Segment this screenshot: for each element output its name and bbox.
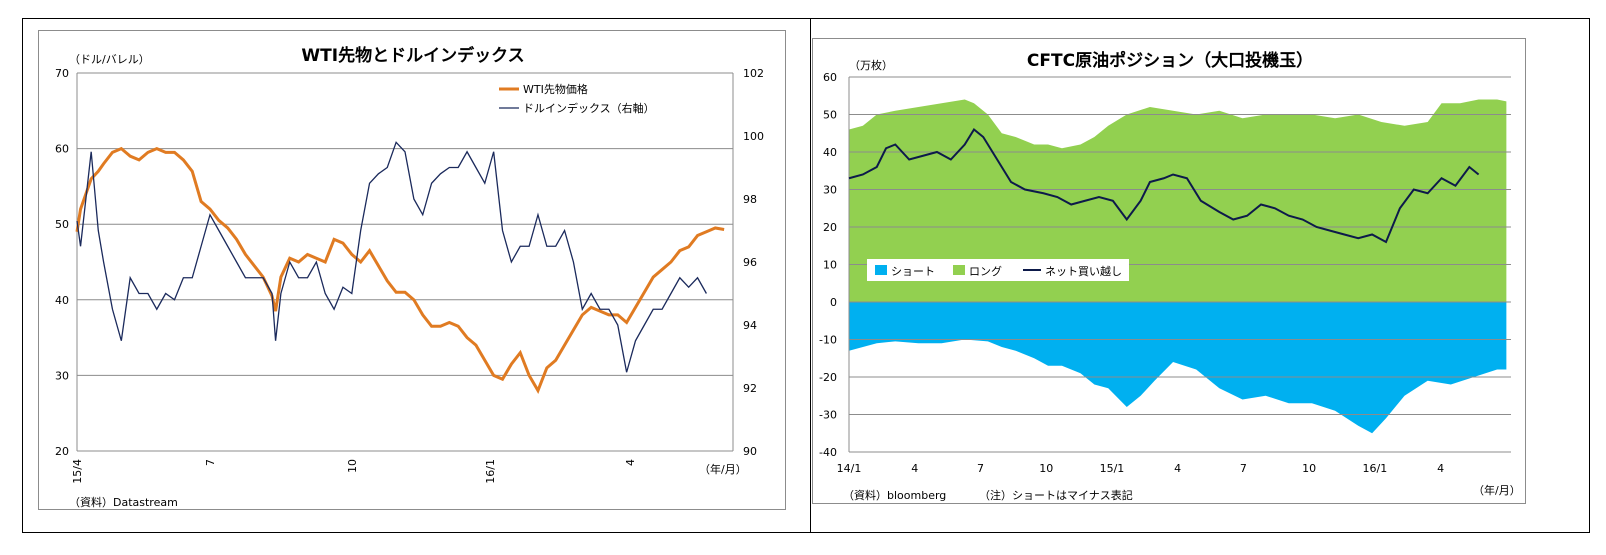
wti-dxy-plot: WTI先物とドルインデックス （ドル/バレル） 70 60 50 40 30 20 102… (55, 45, 764, 509)
y-tick-label-left: 60 (55, 143, 69, 156)
y-tick-label-right: 96 (743, 256, 757, 269)
y-tick-label: 40 (823, 146, 837, 159)
x-tick-label: 7 (1240, 462, 1247, 475)
x-tick-label: 15/4 (71, 459, 84, 484)
legend: ショート ロング ネット買い越し (867, 259, 1129, 281)
net-long-series-line (848, 128, 1480, 244)
y-tick-label-right: 102 (743, 67, 764, 80)
legend-swatch-short (875, 265, 887, 275)
wti-dxy-chart: WTI先物とドルインデックス （ドル/バレル） 70 60 50 40 30 20 102… (38, 30, 786, 510)
y-tick-label: 20 (823, 221, 837, 234)
grid-lines (76, 72, 734, 452)
source-note: （資料）Datastream (69, 495, 178, 509)
y-tick-label: 0 (830, 296, 837, 309)
y-tick-label-left: 40 (55, 294, 69, 307)
y-tick-labels: 60 50 40 30 20 10 0 -10 -20 -30 -40 (819, 71, 837, 459)
legend-label-long: ロング (969, 264, 1002, 278)
y-tick-label-left: 70 (55, 67, 69, 80)
chart-title: WTI先物とドルインデックス (301, 45, 524, 66)
short-position-area (849, 302, 1507, 434)
y-tick-label: -40 (819, 446, 837, 459)
x-axis-unit: （年/月） (699, 462, 747, 476)
cftc-position-chart: CFTC原油ポジション（大口投機玉） （万枚） 60 50 40 30 20 10 0 -10… (812, 38, 1526, 504)
x-tick-label: 15/1 (1100, 462, 1125, 475)
footnote: （注）ショートはマイナス表記 (979, 488, 1133, 502)
x-tick-label: 7 (977, 462, 984, 475)
x-tick-label: 10 (1302, 462, 1316, 475)
y-axis-unit-left: （ドル/バレル） (69, 53, 150, 66)
x-tick-label: 4 (624, 459, 637, 466)
wti-series-line (75, 146, 725, 394)
legend-label-wti: WTI先物価格 (523, 82, 588, 96)
x-tick-labels: 15/4 7 10 16/1 4 (71, 459, 637, 484)
x-axis-unit: （年/月） (1473, 483, 1521, 497)
y-axis-unit: （万枚） (849, 58, 893, 72)
legend-box (867, 259, 1129, 281)
y-tick-label-left: 50 (55, 218, 69, 231)
y-tick-labels-right: 102 100 98 96 94 92 90 (743, 67, 764, 458)
x-tick-label: 10 (346, 459, 359, 473)
y-tick-label: -20 (819, 371, 837, 384)
x-tick-label: 4 (1437, 462, 1444, 475)
figure-frame (22, 18, 1590, 533)
x-tick-label: 4 (1174, 462, 1181, 475)
x-tick-label: 10 (1039, 462, 1053, 475)
legend: WTI先物価格 ドルインデックス（右軸） (499, 82, 655, 115)
x-tick-label: 4 (911, 462, 918, 475)
y-tick-label: 60 (823, 71, 837, 84)
dollar-index-series-line (76, 141, 707, 373)
long-position-area (849, 99, 1507, 302)
y-tick-label-left: 30 (55, 369, 69, 382)
legend-label-short: ショート (891, 265, 935, 278)
x-tick-labels: 14/1 4 7 10 15/1 4 7 10 16/1 4 (837, 462, 1444, 475)
y-tick-label-right: 94 (743, 319, 757, 332)
x-tick-label: 16/1 (1363, 462, 1388, 475)
chart-title: CFTC原油ポジション（大口投機玉） (1027, 50, 1313, 71)
legend-label-net: ネット買い越し (1045, 264, 1122, 278)
y-tick-label-right: 100 (743, 130, 764, 143)
y-tick-label: -30 (819, 409, 837, 422)
source-note: （資料）bloomberg (843, 488, 946, 502)
y-tick-label-right: 92 (743, 382, 757, 395)
y-tick-label: 50 (823, 109, 837, 122)
legend-label-dxy: ドルインデックス（右軸） (523, 101, 655, 115)
y-tick-label: -10 (819, 334, 837, 347)
y-tick-label: 10 (823, 259, 837, 272)
y-tick-label-left: 20 (55, 445, 69, 458)
x-tick-label: 7 (204, 459, 217, 466)
y-tick-label: 30 (823, 184, 837, 197)
y-tick-labels-left: 70 60 50 40 30 20 (55, 67, 69, 458)
y-tick-label-right: 90 (743, 445, 757, 458)
y-tick-label-right: 98 (743, 193, 757, 206)
figure-divider (810, 18, 811, 533)
x-tick-label: 14/1 (837, 462, 862, 475)
x-tick-label: 16/1 (484, 459, 497, 484)
legend-swatch-long (953, 265, 965, 275)
cftc-plot: CFTC原油ポジション（大口投機玉） （万枚） 60 50 40 30 20 10 0 -10… (819, 50, 1521, 502)
